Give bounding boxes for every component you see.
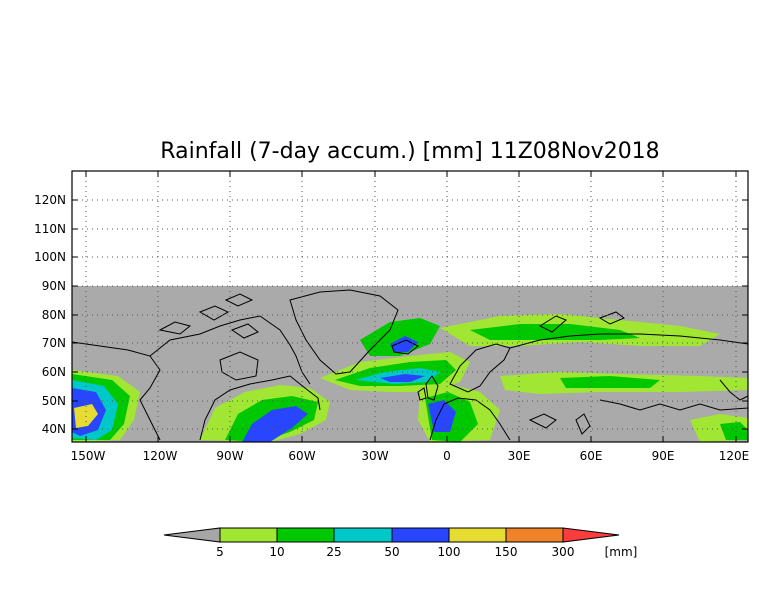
rainfall-shading [72, 314, 748, 442]
colorbar-above-arrow [562, 527, 620, 543]
colorbar-unit: [mm] [605, 545, 638, 559]
rain-band-atlantic-blue [380, 374, 425, 382]
lon-label: 120E [719, 449, 750, 463]
rain-band-arctic-green [470, 324, 640, 340]
colorbar-swatch-100-150 [448, 527, 507, 543]
colorbar-swatch-150-300 [505, 527, 564, 543]
colorbar-swatch-50-100 [391, 527, 450, 543]
lon-label: 60E [580, 449, 603, 463]
lat-label: 70N [42, 336, 66, 350]
rain-band-asia-green [560, 376, 660, 388]
colorbar-level: 10 [269, 545, 284, 559]
lon-label: 0 [443, 449, 451, 463]
lat-label: 110N [34, 222, 66, 236]
colorbar-swatch-25-50 [333, 527, 393, 543]
colorbar-swatch-10-25 [276, 527, 335, 543]
colorbar-level: 50 [384, 545, 399, 559]
colorbar-level: 5 [216, 545, 224, 559]
rain-band-greenland-sea-blue [390, 336, 418, 352]
colorbar-labels: 5 10 25 50 100 150 300 [216, 545, 574, 559]
lon-label: 120W [143, 449, 178, 463]
colorbar-level: 25 [326, 545, 341, 559]
lat-lon-grid [72, 171, 748, 442]
lat-label: 60N [42, 365, 66, 379]
lat-label: 100N [34, 250, 66, 264]
lon-labels: 150W 120W 90W 60W 30W 0 30E 60E 90E 120E [71, 449, 750, 463]
lat-label: 120N [34, 193, 66, 207]
colorbar: 5 10 25 50 100 150 300 [mm] [163, 527, 638, 559]
colorbar-level: 150 [495, 545, 518, 559]
lon-label: 90E [652, 449, 675, 463]
lat-label: 40N [42, 422, 66, 436]
coastlines [71, 289, 749, 441]
lat-labels: 120N 110N 100N 90N 80N 70N 60N 50N 40N [34, 193, 66, 436]
lat-label: 50N [42, 394, 66, 408]
lon-label: 150W [71, 449, 106, 463]
lat-ticks [72, 199, 748, 430]
map-panel: 120N 110N 100N 90N 80N 70N 60N 50N 40N 1… [34, 170, 750, 463]
rain-band-greenland-sea [360, 318, 440, 356]
lon-label: 30W [361, 449, 388, 463]
map-title: Rainfall (7-day accum.) [mm] 11Z08Nov201… [160, 139, 659, 164]
colorbar-below-arrow [163, 527, 221, 543]
lon-label: 90W [216, 449, 243, 463]
lat-label: 80N [42, 308, 66, 322]
map-frame [71, 170, 749, 443]
lon-label: 60W [288, 449, 315, 463]
colorbar-swatch-5-10 [219, 527, 278, 543]
rain-band-east-na-blue [242, 406, 308, 442]
lon-ticks [85, 171, 737, 442]
colorbar-level: 100 [438, 545, 461, 559]
colorbar-level: 300 [552, 545, 575, 559]
rain-band-east-asia-green [720, 422, 748, 440]
lat-label: 90N [42, 279, 66, 293]
lon-label: 30E [508, 449, 531, 463]
